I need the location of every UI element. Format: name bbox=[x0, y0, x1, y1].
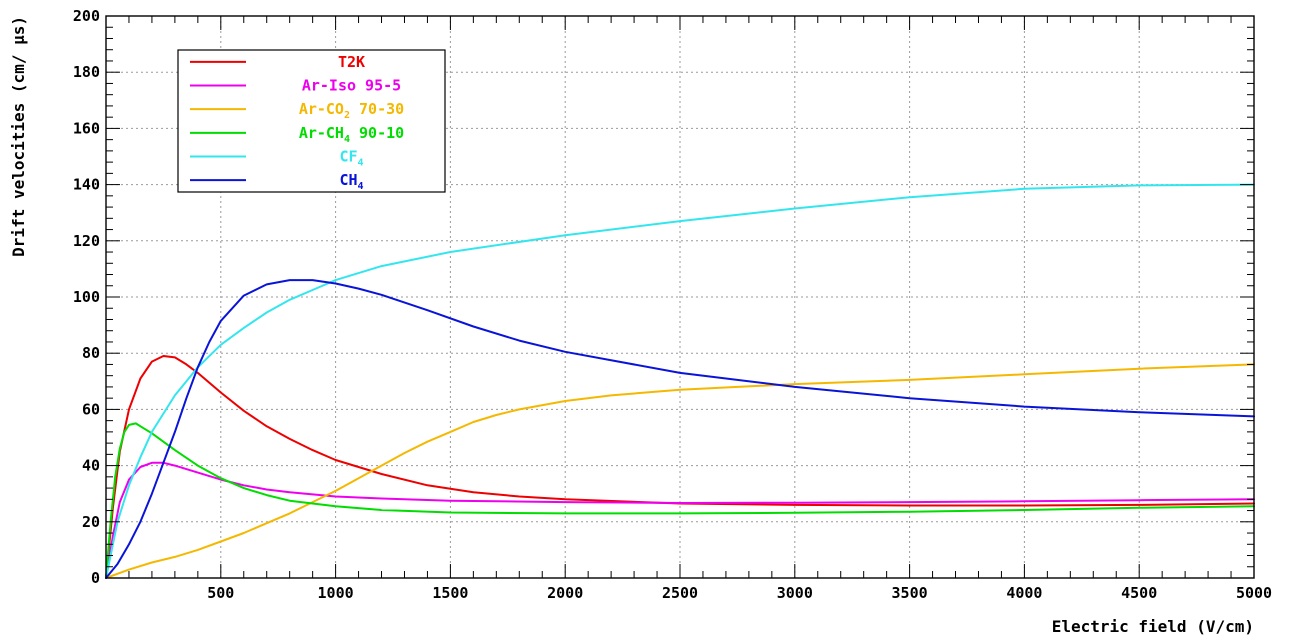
series-line bbox=[105, 422, 1255, 579]
series-line bbox=[105, 279, 1255, 579]
y-tick-label: 20 bbox=[82, 513, 100, 531]
x-tick-label: 2500 bbox=[662, 584, 698, 602]
x-tick-label: 3000 bbox=[777, 584, 813, 602]
legend-box bbox=[177, 49, 446, 193]
y-tick-label: 40 bbox=[82, 457, 100, 475]
y-tick-label: 60 bbox=[82, 400, 100, 418]
x-tick-label: 1000 bbox=[318, 584, 354, 602]
y-axis-title: Drift velocities (cm/ µs) bbox=[9, 16, 28, 257]
legend-label: Ar-CO2 70-30 bbox=[299, 100, 404, 121]
x-tick-label: 500 bbox=[207, 584, 234, 602]
y-tick-label: 180 bbox=[73, 63, 100, 81]
legend-label: Ar-Iso 95-5 bbox=[302, 77, 401, 95]
series-line bbox=[105, 183, 1255, 579]
series-lines bbox=[105, 183, 1255, 579]
y-tick-label: 120 bbox=[73, 232, 100, 250]
y-tick-label: 100 bbox=[73, 288, 100, 306]
x-tick-label: 4000 bbox=[1006, 584, 1042, 602]
x-tick-label: 3500 bbox=[892, 584, 928, 602]
x-axis-title: Electric field (V/cm) bbox=[1052, 617, 1254, 636]
y-tick-label: 200 bbox=[73, 7, 100, 25]
legend-label: CF4 bbox=[339, 148, 363, 169]
series-line bbox=[105, 355, 1255, 579]
x-tick-label: 1500 bbox=[432, 584, 468, 602]
y-tick-label: 80 bbox=[82, 344, 100, 362]
y-tick-label: 160 bbox=[73, 119, 100, 137]
axis-tick-labels: 500 1000 1500 2000 2500 3000 3500 4000 4500 5000 0… bbox=[73, 7, 1272, 602]
series-line bbox=[105, 363, 1255, 579]
y-tick-label: 140 bbox=[73, 176, 100, 194]
x-tick-label: 2000 bbox=[547, 584, 583, 602]
legend: T2K Ar-Iso 95-5 Ar-CO2 70-30 Ar-CH4 90-10 CF… bbox=[177, 49, 446, 193]
series-line bbox=[105, 461, 1255, 579]
axis-ticks bbox=[105, 15, 1255, 579]
x-tick-label: 4500 bbox=[1121, 584, 1157, 602]
y-tick-label: 0 bbox=[91, 569, 100, 587]
legend-label: Ar-CH4 90-10 bbox=[299, 124, 404, 145]
legend-label: T2K bbox=[338, 53, 365, 71]
legend-label: CH4 bbox=[339, 171, 363, 192]
x-tick-label: 5000 bbox=[1236, 584, 1272, 602]
